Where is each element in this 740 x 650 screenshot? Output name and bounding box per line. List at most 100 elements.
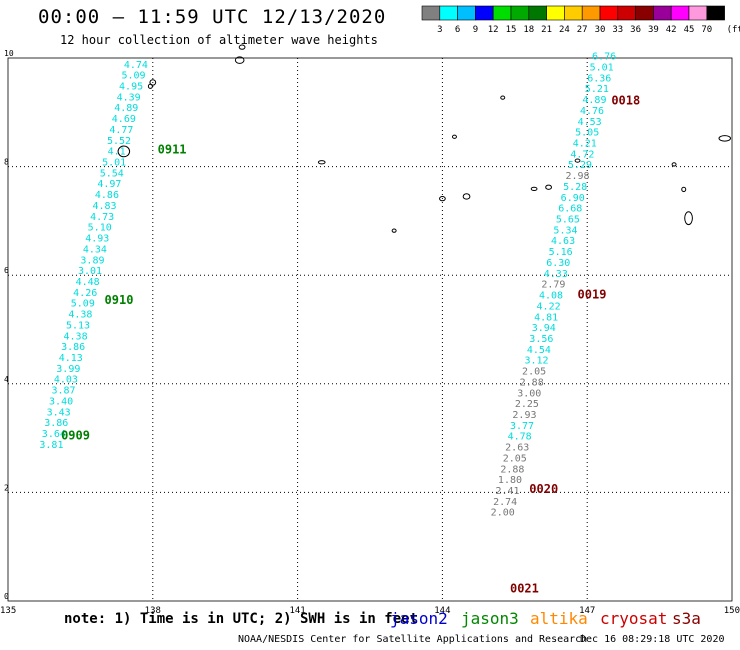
wave-height-value: 4.86 (95, 190, 119, 201)
wave-height-value: 2.88 (520, 377, 544, 388)
island-outline (317, 160, 326, 165)
wave-height-value: 3.12 (524, 356, 548, 367)
island-outline (439, 195, 446, 202)
wave-height-value: 6.90 (561, 193, 585, 204)
wave-height-value: 4.38 (68, 310, 92, 321)
track-time-label: 0019 (578, 288, 607, 302)
colorbar-tick-label: 18 (523, 25, 534, 35)
wave-height-value: 2.05 (503, 453, 527, 464)
wave-height-value: 3.81 (39, 440, 63, 451)
island-outline (451, 134, 457, 139)
wave-height-value: 3.56 (529, 334, 553, 345)
wave-height-value: 3.94 (532, 323, 556, 334)
wave-height-value: 2.41 (496, 486, 520, 497)
island-outline (671, 162, 677, 167)
island-outline (234, 56, 245, 64)
track-time-label: 0910 (105, 293, 134, 307)
island-outline (147, 83, 153, 89)
y-tick-label: 8 (4, 158, 9, 167)
x-tick-label: 150 (724, 606, 740, 616)
colorbar-tick-label: 70 (701, 25, 712, 35)
wave-height-value: 5.65 (556, 215, 580, 226)
wave-height-value: 5.52 (107, 136, 131, 147)
wave-height-value: 4.21 (573, 139, 597, 150)
y-tick-label: 2 (4, 483, 9, 492)
wave-height-value: 4.93 (85, 234, 109, 245)
map-frame (7, 57, 733, 602)
wave-height-value: 5.54 (100, 168, 124, 179)
wave-height-value: 5.34 (553, 225, 577, 236)
y-tick-label: 4 (4, 375, 9, 384)
wave-height-value: 5.13 (66, 320, 90, 331)
y-tick-label: 10 (4, 49, 14, 58)
wave-height-value: 4.33 (544, 269, 568, 280)
track-time-label: 0018 (611, 94, 640, 108)
wave-height-value: 3.77 (510, 421, 534, 432)
wave-height-value: 5.21 (585, 84, 609, 95)
wave-height-value: 4.95 (119, 81, 143, 92)
wave-height-value: 2.93 (512, 410, 536, 421)
wave-height-value: 5.09 (71, 299, 95, 310)
wave-height-value: 4.78 (508, 432, 532, 443)
wave-height-value: 4.63 (551, 236, 575, 247)
wave-height-value: 6.68 (558, 204, 582, 215)
wave-height-value: 4.1 (108, 147, 126, 158)
wave-height-value: 4.77 (109, 125, 133, 136)
wave-height-value: 5.16 (549, 247, 573, 258)
wave-height-value: 3.64 (42, 429, 66, 440)
x-tick-label: 141 (289, 606, 305, 616)
wave-height-value: 4.89 (114, 103, 138, 114)
wave-height-value: 3.43 (47, 407, 71, 418)
wave-height-value: 2.00 (491, 508, 515, 519)
colorbar-tick-label: 39 (648, 25, 659, 35)
colorbar-tick-label: 24 (559, 25, 570, 35)
track-time-label: 0020 (529, 482, 558, 496)
wave-height-value: 4.54 (527, 345, 551, 356)
colorbar-tick-label: 9 (473, 25, 478, 35)
colorbar-tick-label: 33 (612, 25, 623, 35)
wave-height-value: 4.26 (73, 288, 97, 299)
wave-height-value: 3.00 (517, 388, 541, 399)
wave-height-value: 5.28 (563, 182, 587, 193)
island-outline (117, 145, 131, 158)
wave-height-value: 3.86 (44, 418, 68, 429)
wave-height-value: 4.81 (534, 312, 558, 323)
colorbar-tick-label: 12 (488, 25, 499, 35)
colorbar-tick-label: 30 (595, 25, 606, 35)
y-tick-label: 6 (4, 266, 9, 275)
wave-height-value: 1.80 (498, 475, 522, 486)
wave-height-value: 4.53 (578, 117, 602, 128)
colorbar-tick-label: 27 (577, 25, 588, 35)
wave-height-value: 4.13 (59, 353, 83, 364)
island-outline (149, 79, 157, 86)
wave-height-value: 4.74 (124, 60, 148, 71)
wave-height-value: 4.22 (537, 301, 561, 312)
wave-height-value: 4.97 (97, 179, 121, 190)
wave-height-value: 3.01 (78, 266, 102, 277)
wave-height-value: 4.69 (112, 114, 136, 125)
generated-timestamp: Dec 16 08:29:18 UTC 2020 (580, 634, 725, 645)
colorbar-unit: (ft) (727, 25, 740, 35)
wave-height-value: 6.36 (587, 73, 611, 84)
page-subtitle: 12 hour collection of altimeter wave hei… (60, 33, 378, 47)
island-outline (530, 186, 538, 191)
island-outline (500, 95, 506, 100)
wave-height-value: 4.39 (117, 92, 141, 103)
wave-height-value: 2.05 (522, 367, 546, 378)
wave-height-value: 4.03 (54, 375, 78, 386)
track-time-label: 0909 (61, 429, 90, 443)
colorbar-tick-label: 3 (437, 25, 442, 35)
satellite-jason3: jason3 (461, 609, 519, 628)
wave-height-value: 4.72 (570, 149, 594, 160)
page-title: 00:00 – 11:59 UTC 12/13/2020 (38, 6, 387, 28)
island-outline (462, 193, 471, 200)
wave-height-value: 3.86 (61, 342, 85, 353)
wave-height-value: 5.01 (590, 62, 614, 73)
wave-height-value: 3.99 (56, 364, 80, 375)
wave-height-value: 2.74 (493, 497, 517, 508)
wave-height-value: 4.48 (76, 277, 100, 288)
wave-height-value: 6.30 (546, 258, 570, 269)
footnote: note: 1) Time is in UTC; 2) SWH is in fe… (64, 611, 419, 627)
wave-height-value: 4.08 (539, 291, 563, 302)
